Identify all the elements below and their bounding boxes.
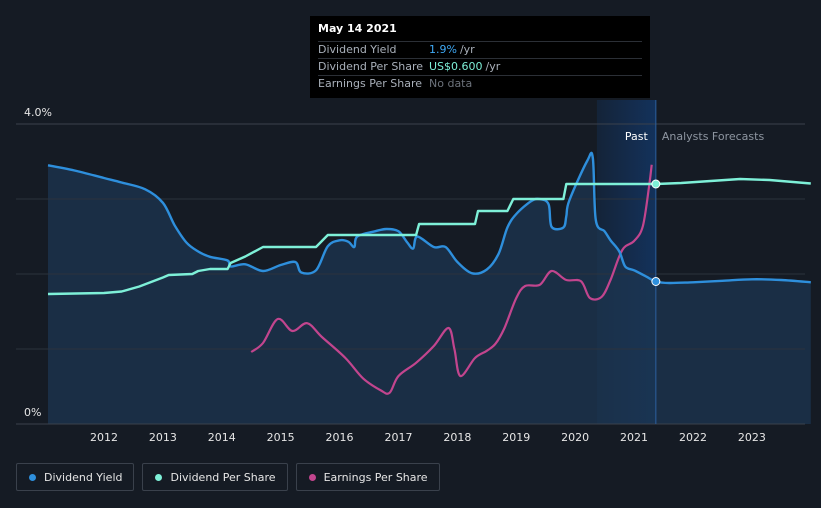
tooltip-label: Earnings Per Share xyxy=(318,77,423,90)
hover-tooltip: May 14 2021 Dividend Yield 1.9% /yr Divi… xyxy=(310,16,650,98)
legend-label: Dividend Per Share xyxy=(170,470,276,484)
plot-area: 4.0% 0% 2012 2013 2014 2015 2016 2017 2018 2019 20… xyxy=(16,100,811,444)
analysts-forecast-label: Analysts Forecasts xyxy=(662,130,765,143)
y-tick-label: 0% xyxy=(24,406,41,419)
legend-earnings-per-share-button[interactable]: Earnings Per Share xyxy=(295,463,440,491)
tooltip-label: Dividend Per Share xyxy=(318,60,424,73)
dividend-per-share-marker xyxy=(651,179,661,189)
tooltip-unit: /yr xyxy=(485,60,501,73)
legend-dot-icon xyxy=(155,473,163,481)
dividend-yield-line xyxy=(47,151,811,285)
x-tick-label: 2023 xyxy=(738,431,766,444)
chart-legend: Dividend Yield Dividend Per Share Earnin… xyxy=(16,463,440,491)
tooltip-row-yield: Dividend Yield 1.9% /yr xyxy=(318,41,642,58)
x-tick-label: 2013 xyxy=(149,431,177,444)
x-tick-label: 2014 xyxy=(208,431,236,444)
x-tick-label: 2020 xyxy=(561,431,589,444)
tooltip-row-dps: Dividend Per Share US$0.600 /yr xyxy=(318,58,642,75)
tooltip-date: May 14 2021 xyxy=(318,22,397,35)
tooltip-label: Dividend Yield xyxy=(318,43,397,56)
past-label: Past xyxy=(625,130,649,143)
dividend-per-share-line xyxy=(47,177,811,296)
y-tick-label: 4.0% xyxy=(24,106,52,119)
dividend-yield-marker xyxy=(651,277,661,286)
tooltip-value: US$0.600 xyxy=(429,60,483,73)
x-tick-label: 2015 xyxy=(267,431,295,444)
legend-dividend-yield-button[interactable]: Dividend Yield xyxy=(16,463,135,491)
legend-dividend-per-share-button[interactable]: Dividend Per Share xyxy=(142,463,288,491)
dividend-yield-area xyxy=(48,152,811,424)
legend-dot-icon xyxy=(308,473,316,481)
legend-label: Earnings Per Share xyxy=(323,470,428,484)
x-tick-label: 2021 xyxy=(620,431,648,444)
legend-dot-icon xyxy=(29,473,36,481)
tooltip-value: No data xyxy=(429,77,473,90)
x-tick-label: 2019 xyxy=(502,431,530,444)
legend-label: Dividend Yield xyxy=(44,470,123,484)
x-tick-label: 2016 xyxy=(326,431,354,444)
x-tick-label: 2022 xyxy=(679,431,707,444)
earnings-per-share-line xyxy=(250,164,653,395)
x-tick-label: 2017 xyxy=(384,431,412,444)
tooltip-unit: /yr xyxy=(459,43,475,56)
tooltip-value: 1.9% xyxy=(429,43,457,56)
x-tick-label: 2012 xyxy=(90,431,118,444)
x-tick-label: 2018 xyxy=(443,431,471,444)
tooltip-row-eps: Earnings Per Share No data xyxy=(318,75,642,92)
